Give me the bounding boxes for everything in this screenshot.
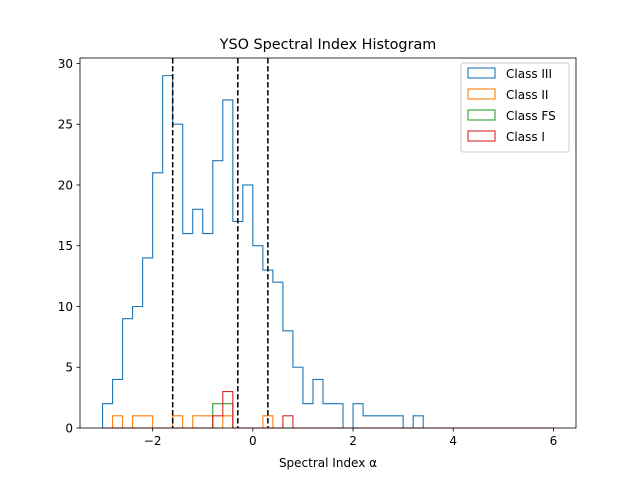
legend-label-class-ii: Class II	[506, 88, 548, 102]
legend-label-class-iii: Class III	[506, 67, 552, 81]
legend-label-class-fs: Class FS	[506, 109, 556, 123]
legend-frame	[460, 62, 570, 153]
x-tick-label: 4	[449, 434, 457, 448]
plot-area-frame	[79, 57, 577, 429]
legend-label-class-i: Class I	[506, 130, 545, 144]
x-tick-label: 0	[249, 434, 257, 448]
y-tick-label: 25	[58, 118, 73, 132]
y-tick-label: 20	[58, 178, 73, 192]
legend-swatch-class-i	[467, 130, 496, 142]
y-tick-label: 10	[58, 300, 73, 314]
reference-lines-layer	[171, 58, 269, 428]
y-tick-label: 0	[65, 421, 73, 435]
y-tick-label: 5	[65, 361, 73, 375]
x-tick-label: 2	[349, 434, 357, 448]
y-tick-label: 15	[58, 239, 73, 253]
axis-ticks-layer: −2 0 2 4 6 0 5 10 15 20 25 30	[58, 57, 558, 448]
legend-items: Class III Class II Class FS Class I	[467, 67, 556, 144]
legend-swatch-class-ii	[467, 88, 496, 100]
legend-swatch-class-iii	[467, 67, 496, 79]
chart-title: YSO Spectral Index Histogram	[219, 37, 437, 53]
legend: Class III Class II Class FS Class I	[460, 62, 570, 153]
legend-swatch-class-fs	[467, 109, 496, 121]
x-tick-label: 6	[550, 434, 558, 448]
x-tick-label: −2	[144, 434, 162, 448]
y-tick-label: 30	[58, 57, 73, 71]
x-axis-label: Spectral Index α	[279, 456, 377, 470]
